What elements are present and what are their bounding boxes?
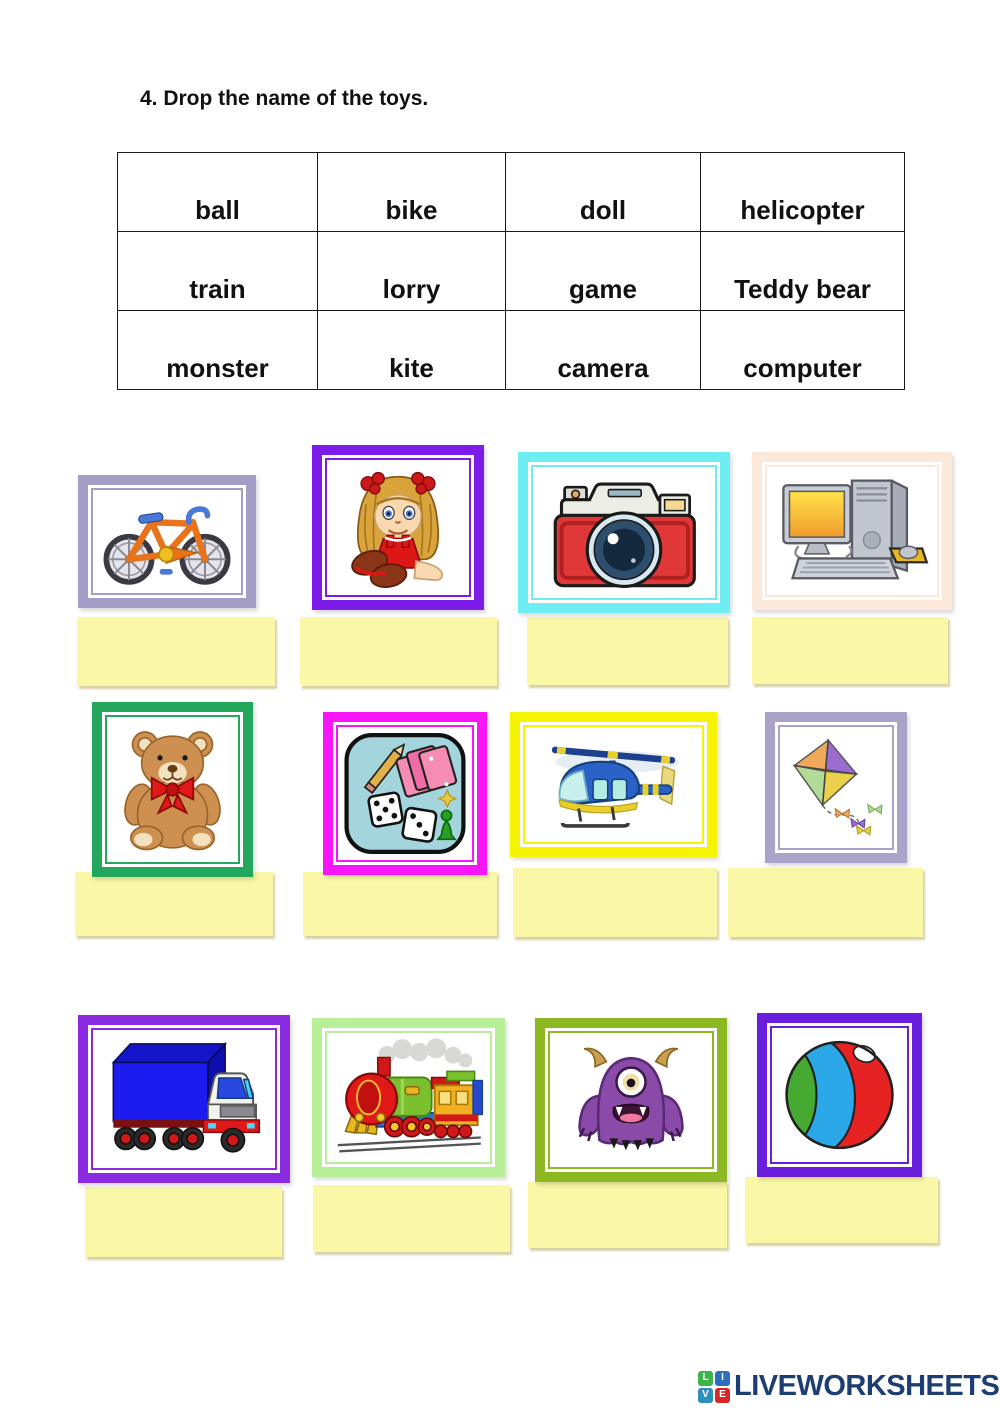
- computer-drop-zone[interactable]: [752, 617, 948, 684]
- logo-square-v: V: [698, 1387, 713, 1403]
- word-bank-row: monster kite camera computer: [117, 310, 905, 390]
- word-bank-row: ball bike doll helicopter: [117, 152, 905, 232]
- computer-image-frame: [752, 452, 952, 610]
- word-chip-doll[interactable]: doll: [505, 152, 701, 232]
- logo-square-i: I: [715, 1370, 730, 1386]
- camera-image-frame: [518, 452, 730, 613]
- bike-drop-zone[interactable]: [77, 617, 275, 686]
- helicopter-illustration: [551, 746, 679, 828]
- kite-illustration: [792, 738, 883, 836]
- bike-illustration: [103, 506, 231, 585]
- train-image-frame: [312, 1018, 505, 1177]
- word-bank-table: ball bike doll helicopter train lorry ga…: [117, 152, 905, 390]
- frame-mat: [520, 722, 707, 847]
- logo-square-l: L: [698, 1370, 713, 1386]
- word-chip-kite[interactable]: kite: [317, 310, 506, 390]
- doll-illustration: [351, 471, 443, 588]
- camera-drop-zone[interactable]: [527, 617, 728, 685]
- ball-image-frame: [757, 1013, 922, 1177]
- frame-mat: [88, 1025, 280, 1173]
- doll-drop-zone[interactable]: [300, 617, 497, 686]
- word-chip-ball[interactable]: ball: [117, 152, 318, 232]
- train-illustration: [337, 1038, 484, 1153]
- monster-image-frame: [535, 1018, 727, 1182]
- word-chip-train[interactable]: train: [117, 231, 318, 311]
- frame-mat: [333, 722, 477, 865]
- camera-illustration: [553, 482, 696, 588]
- word-chip-lorry[interactable]: lorry: [317, 231, 506, 311]
- word-chip-monster[interactable]: monster: [117, 310, 318, 390]
- teddy-bear-illustration: [124, 731, 221, 851]
- frame-mat: [88, 485, 246, 598]
- word-chip-bike[interactable]: bike: [317, 152, 506, 232]
- frame-mat: [767, 1023, 912, 1167]
- logo-square-e: E: [715, 1387, 730, 1403]
- game-illustration: [344, 732, 466, 855]
- brand-wordmark: LIVEWORKSHEETS: [734, 1370, 1000, 1402]
- kite-drop-zone[interactable]: [728, 868, 923, 937]
- doll-image-frame: [312, 445, 484, 610]
- frame-mat: [762, 462, 942, 600]
- game-image-frame: [323, 712, 487, 875]
- game-drop-zone[interactable]: [303, 872, 497, 936]
- helicopter-image-frame: [510, 712, 717, 857]
- teddy-bear-image-frame: [92, 702, 253, 877]
- word-bank-row: train lorry game Teddy bear: [117, 231, 905, 311]
- lorry-drop-zone[interactable]: [85, 1187, 282, 1257]
- liveworksheets-logo-icon: L I V E: [698, 1370, 730, 1403]
- word-chip-camera[interactable]: camera: [505, 310, 701, 390]
- kite-image-frame: [765, 712, 907, 863]
- monster-illustration: [578, 1047, 684, 1151]
- bike-image-frame: [78, 475, 256, 608]
- monster-drop-zone[interactable]: [528, 1182, 727, 1248]
- computer-illustration: [782, 479, 929, 580]
- word-chip-computer[interactable]: computer: [700, 310, 905, 390]
- lorry-illustration: [111, 1041, 261, 1153]
- liveworksheets-footer: L I V E LIVEWORKSHEETS: [698, 1370, 1000, 1403]
- helicopter-drop-zone[interactable]: [513, 868, 717, 937]
- word-chip-teddy-bear[interactable]: Teddy bear: [700, 231, 905, 311]
- ball-drop-zone[interactable]: [745, 1177, 938, 1243]
- frame-mat: [528, 462, 720, 603]
- frame-mat: [102, 712, 243, 867]
- exercise-title: 4. Drop the name of the toys.: [140, 87, 429, 110]
- lorry-image-frame: [78, 1015, 290, 1183]
- frame-mat: [545, 1028, 717, 1172]
- frame-mat: [322, 1028, 495, 1167]
- ball-illustration: [785, 1040, 894, 1150]
- frame-mat: [775, 722, 897, 853]
- train-drop-zone[interactable]: [313, 1185, 510, 1252]
- word-chip-helicopter[interactable]: helicopter: [700, 152, 905, 232]
- word-chip-game[interactable]: game: [505, 231, 701, 311]
- frame-mat: [322, 455, 474, 600]
- teddy-bear-drop-zone[interactable]: [75, 872, 273, 936]
